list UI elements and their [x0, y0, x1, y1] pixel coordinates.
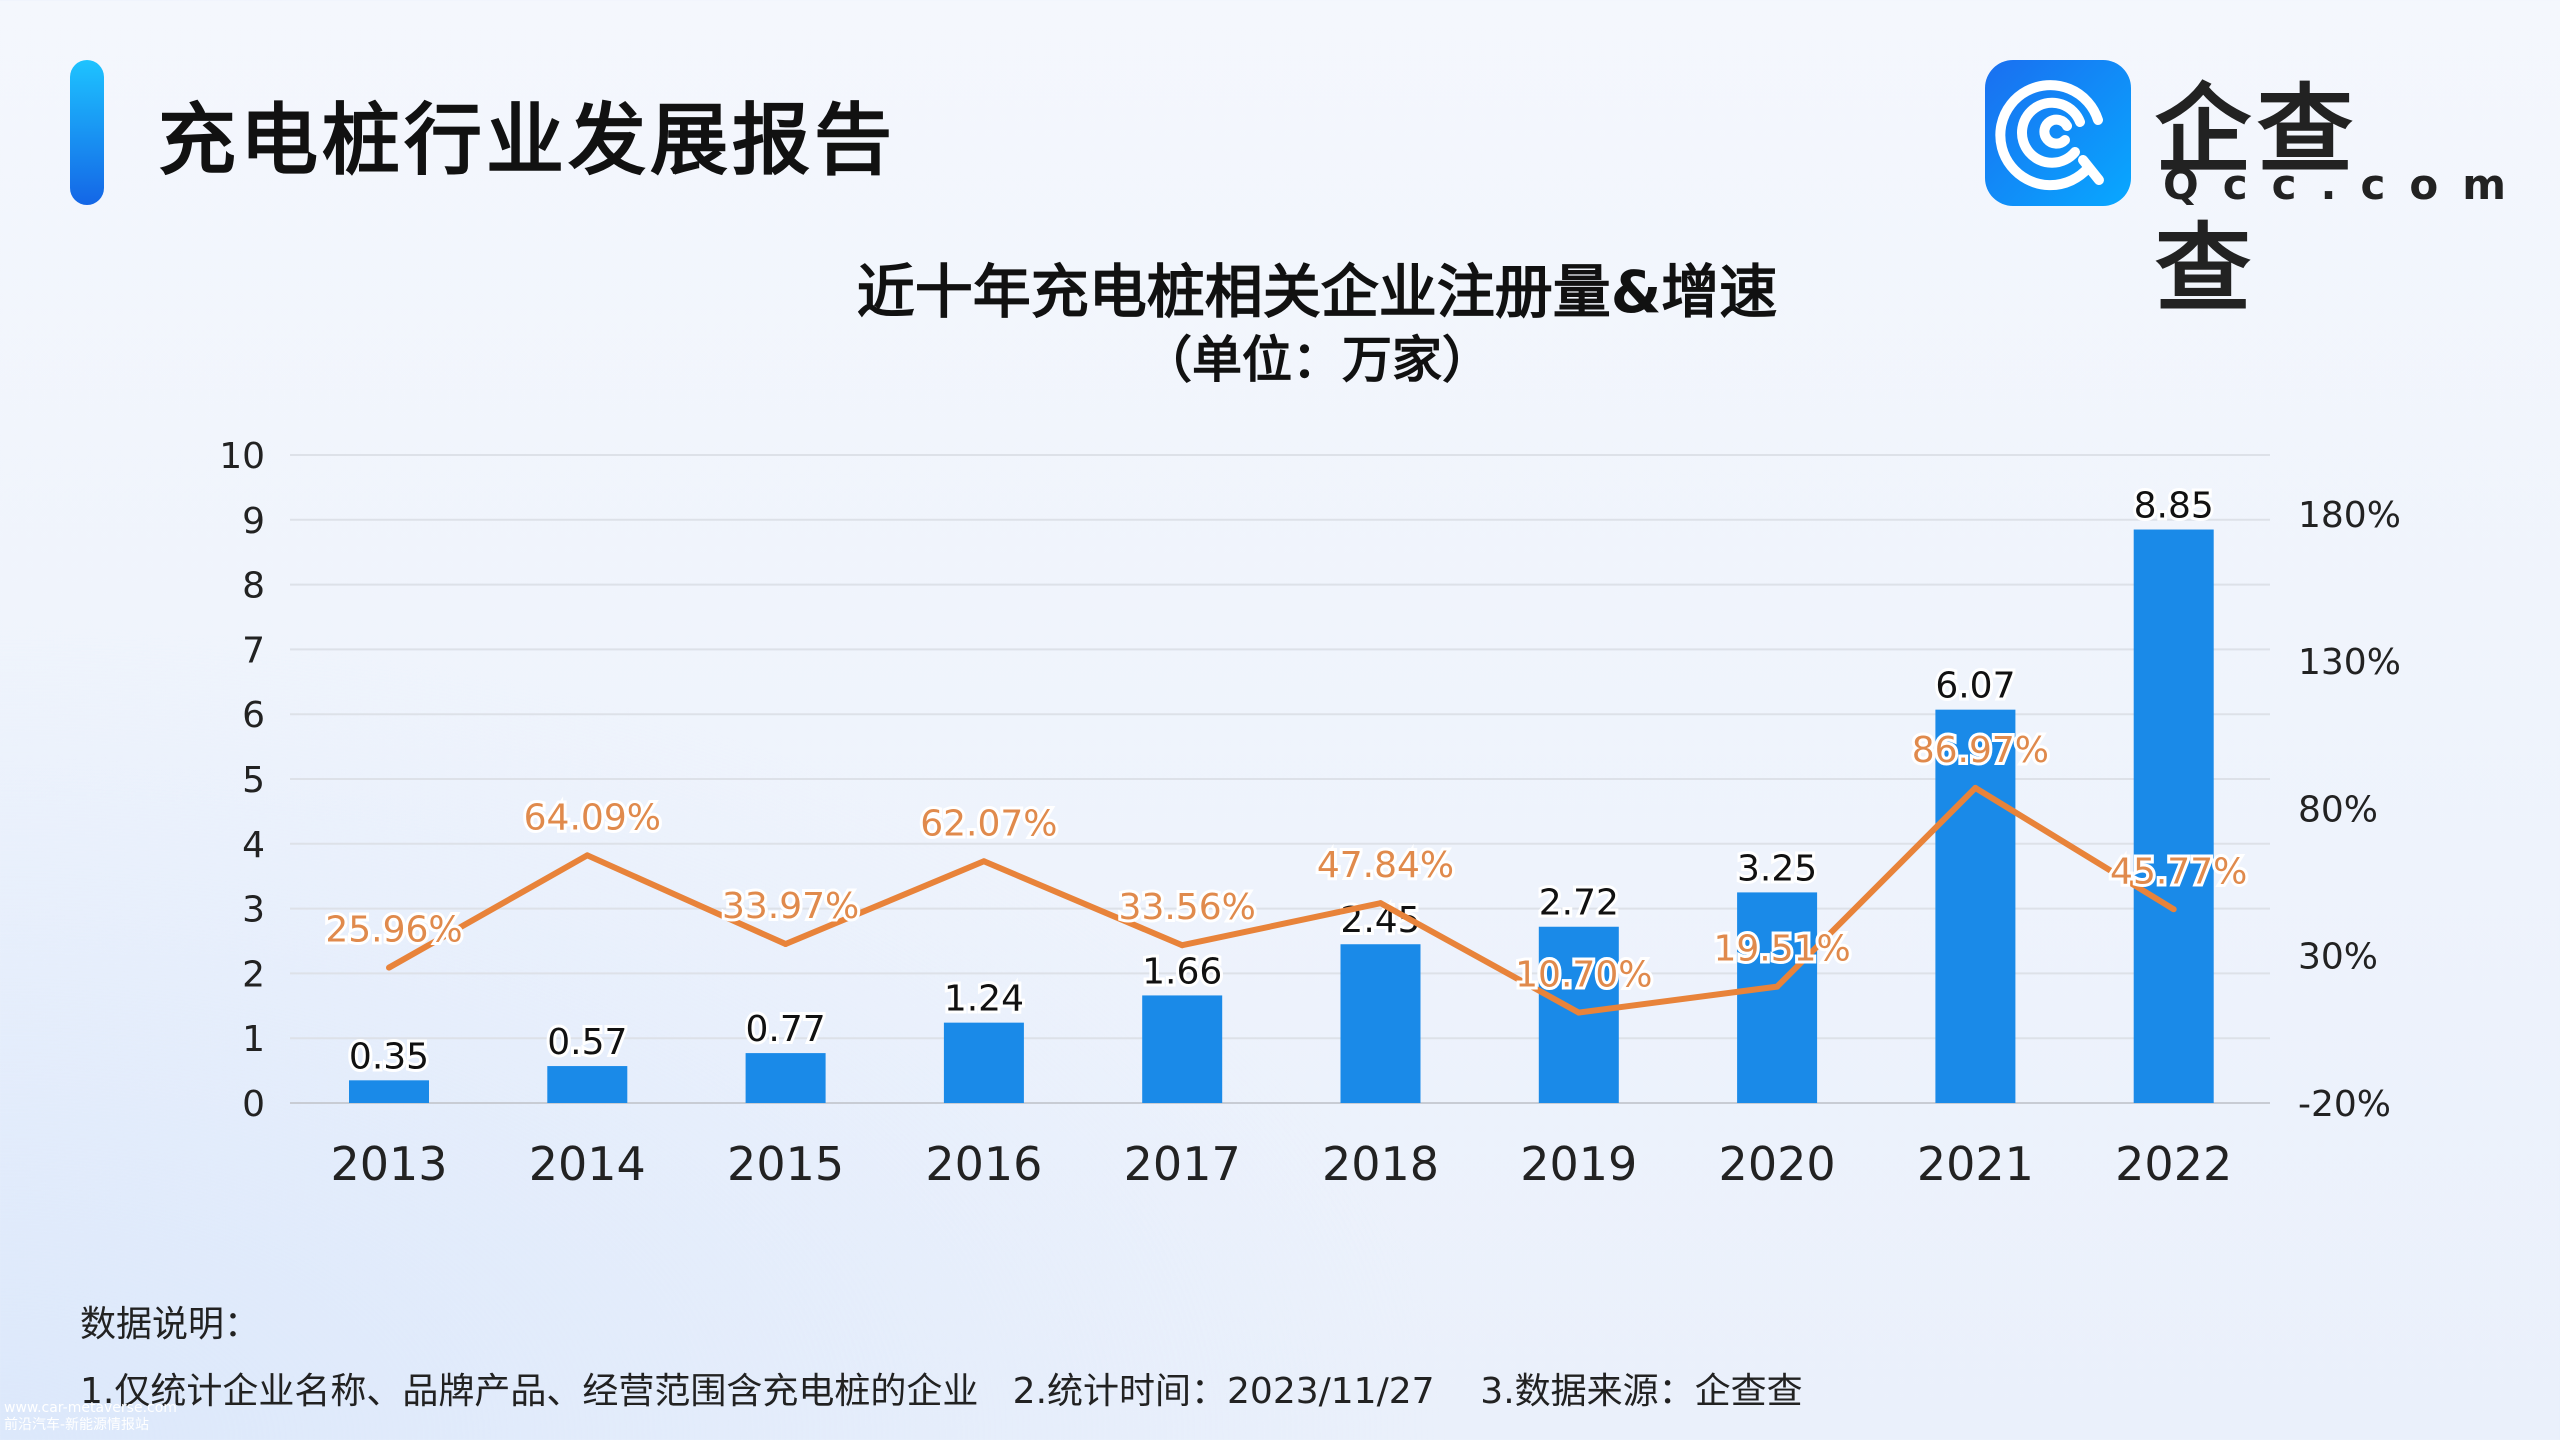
bar	[1142, 995, 1223, 1103]
y-left-tick-label: 8	[242, 566, 265, 607]
bar	[2133, 529, 2214, 1103]
growth-label: 19.51%	[1713, 929, 1850, 970]
y-left-tick-label: 9	[242, 501, 265, 542]
x-tick-label: 2016	[925, 1137, 1042, 1191]
bar	[1737, 892, 1818, 1103]
bar	[349, 1080, 429, 1103]
logo-text-en: Qcc.com	[2163, 160, 2530, 209]
notes-text: 1.仅统计企业名称、品牌产品、经营范围含充电桩的企业 2.统计时间：2023/1…	[80, 1371, 1803, 1412]
growth-point	[782, 941, 789, 948]
x-tick-label: 2013	[330, 1137, 447, 1191]
logo-text-cn: 企查查	[2155, 74, 2359, 325]
bar-value-label: 8.85	[2134, 486, 2214, 527]
y-left-tick-label: 1	[242, 1019, 265, 1060]
bar-value-label: 3.25	[1737, 848, 1817, 889]
y-left-tick-label: 2	[242, 954, 265, 995]
qcc-logo-icon	[1985, 60, 2131, 206]
y-left-tick-label: 3	[242, 890, 265, 931]
y-left-tick-label: 6	[242, 695, 265, 736]
growth-point	[1179, 942, 1186, 949]
y-right-tick-label: 180%	[2298, 495, 2401, 536]
bar-value-label: 0.57	[547, 1022, 627, 1063]
page-title: 充电桩行业发展报告	[158, 96, 897, 186]
growth-point	[1774, 983, 1781, 990]
growth-label: 33.56%	[1119, 887, 1256, 928]
bar	[1935, 709, 2016, 1103]
growth-point	[584, 852, 591, 859]
growth-label: 64.09%	[524, 797, 661, 838]
growth-label: 33.97%	[722, 886, 859, 927]
bar	[943, 1022, 1024, 1103]
bar	[745, 1053, 826, 1103]
qcc-logo: 企查查 Qcc.com	[1985, 60, 2506, 325]
y-right-tick-label: 130%	[2298, 642, 2401, 683]
x-tick-label: 2017	[1124, 1137, 1241, 1191]
title-accent-bar	[70, 60, 104, 205]
y-right-tick-label: 30%	[2298, 937, 2378, 978]
bar	[1340, 944, 1421, 1103]
x-tick-label: 2014	[529, 1137, 646, 1191]
growth-point	[1575, 1009, 1582, 1016]
growth-line	[387, 784, 2176, 1016]
bar-value-label: 1.66	[1142, 951, 1222, 992]
growth-label: 86.97%	[1912, 730, 2049, 771]
y-right-tick-label: 80%	[2298, 789, 2378, 830]
growth-label: 25.96%	[325, 910, 462, 951]
growth-label: 10.70%	[1515, 955, 1652, 996]
growth-point	[980, 858, 987, 865]
x-tick-label: 2022	[2115, 1137, 2232, 1191]
watermark-line1: www.car-metaverse.com	[4, 1400, 177, 1416]
growth-point	[1972, 784, 1979, 791]
y-left-tick-label: 0	[242, 1084, 265, 1125]
x-tick-label: 2021	[1917, 1137, 2034, 1191]
growth-point	[386, 964, 392, 971]
bar-value-label: 1.24	[944, 979, 1024, 1020]
bar	[547, 1066, 628, 1103]
growth-label: 45.77%	[2110, 851, 2247, 892]
growth-label: 47.84%	[1317, 845, 1454, 886]
x-tick-label: 2019	[1520, 1137, 1637, 1191]
growth-point	[2170, 906, 2177, 913]
watermark-line2: 前沿汽车-新能源情报站	[4, 1417, 150, 1433]
y-left-tick-label: 7	[242, 630, 265, 671]
growth-label: 62.07%	[920, 803, 1057, 844]
x-tick-label: 2020	[1719, 1137, 1836, 1191]
chart-subtitle: （单位：万家）	[1142, 331, 1492, 389]
chart-title: 近十年充电桩相关企业注册量&增速	[856, 258, 1778, 326]
watermark: www.car-metaverse.com 前沿汽车-新能源情报站	[4, 1400, 177, 1434]
x-tick-label: 2018	[1322, 1137, 1439, 1191]
bar-value-label: 6.07	[1935, 666, 2015, 707]
y-left-tick-label: 4	[242, 825, 265, 866]
y-right-tick-label: -20%	[2298, 1084, 2391, 1125]
bar-value-label: 0.35	[349, 1036, 429, 1077]
notes-heading: 数据说明：	[80, 1304, 261, 1345]
bar-value-label: 2.72	[1539, 883, 1619, 924]
x-tick-label: 2015	[727, 1137, 844, 1191]
y-left-tick-label: 5	[242, 760, 265, 801]
y-left-tick-label: 10	[219, 436, 265, 477]
growth-point	[1377, 900, 1384, 907]
bar-value-label: 0.77	[746, 1009, 826, 1050]
